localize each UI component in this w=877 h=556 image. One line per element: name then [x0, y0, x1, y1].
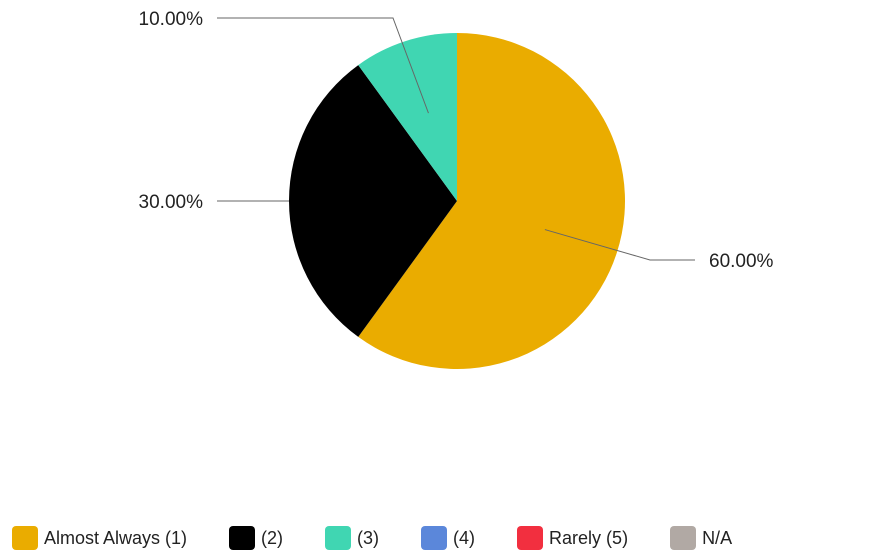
legend-label: (4): [453, 527, 476, 548]
legend-item-3[interactable]: (3): [325, 522, 379, 554]
legend-item-almost-always[interactable]: Almost Always (1): [12, 522, 187, 554]
legend-swatch: [229, 526, 256, 550]
legend-label: Rarely (5): [549, 527, 629, 548]
chart-legend: Almost Always (1) (2) (3) (4) Rarely (5)…: [12, 522, 876, 554]
pie-slice[interactable]: [288, 65, 457, 337]
leader-line: [217, 17, 429, 114]
legend-label: (3): [357, 527, 380, 548]
slice-value-label: 10.00%: [139, 9, 204, 30]
pie-chart-svg: 60.00% 30.00% 10.00%: [139, 9, 774, 369]
legend-swatch: [517, 526, 544, 550]
legend-item-4[interactable]: (4): [421, 522, 475, 554]
pie-slice[interactable]: [358, 32, 457, 201]
pie-data-labels: 60.00% 30.00% 10.00%: [139, 9, 774, 272]
legend-swatch: [421, 526, 448, 550]
slice-value-label: 30.00%: [139, 192, 204, 213]
legend-label: N/A: [702, 527, 733, 548]
legend-label: (2): [261, 527, 284, 548]
legend-label: Almost Always (1): [44, 527, 188, 548]
legend-swatch: [12, 526, 38, 550]
slice-value-label: 60.00%: [709, 251, 774, 272]
pie-slice[interactable]: [358, 33, 625, 369]
legend-swatch: [325, 526, 352, 550]
legend-item-rarely[interactable]: Rarely (5): [517, 522, 628, 554]
legend-item-2[interactable]: (2): [229, 522, 283, 554]
pie-slices: [288, 32, 625, 369]
leader-line: [544, 229, 695, 261]
legend-swatch: [670, 526, 697, 550]
legend-item-na[interactable]: N/A: [670, 522, 732, 554]
